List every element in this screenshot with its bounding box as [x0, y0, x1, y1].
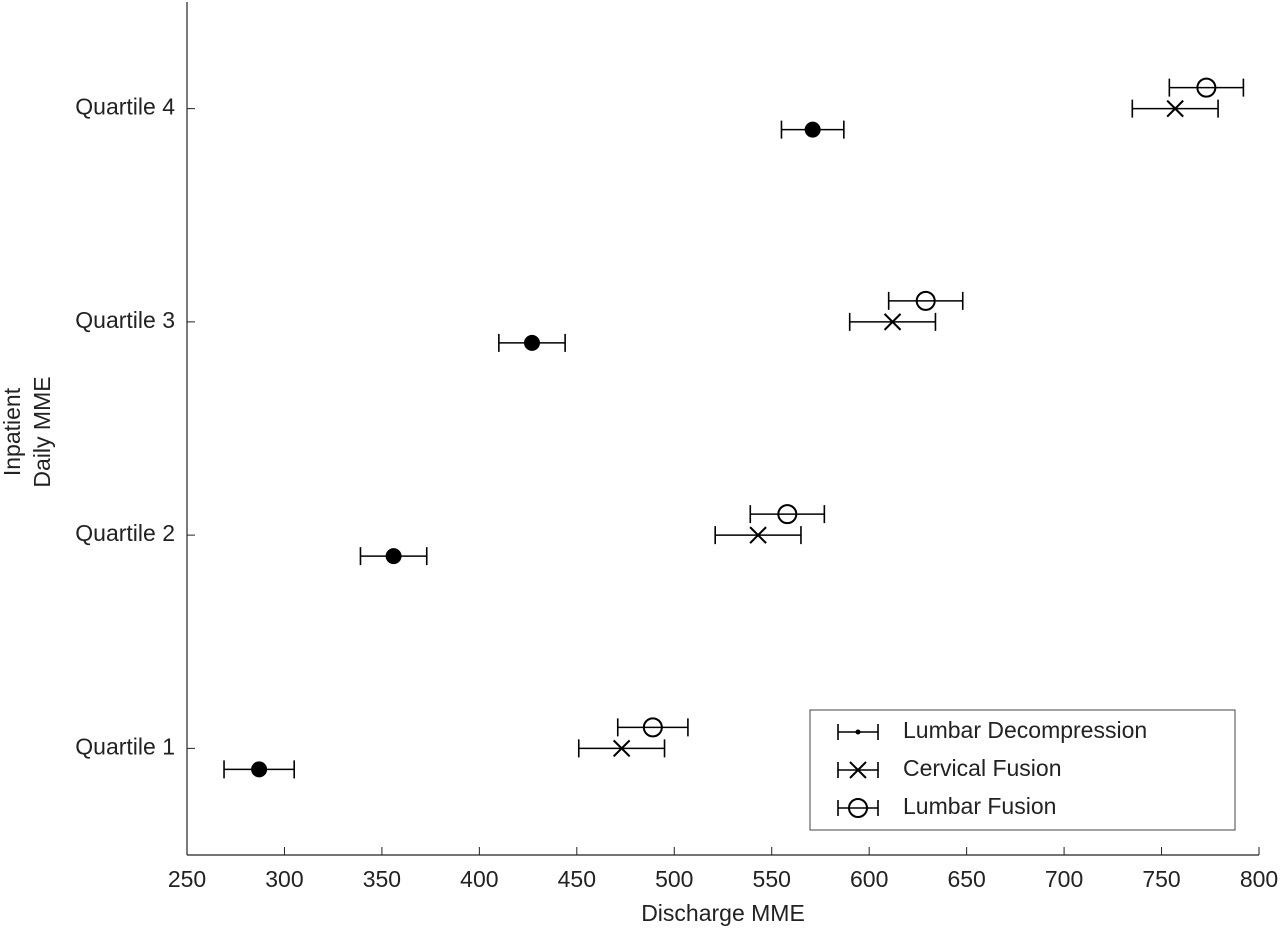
y-tick-label: Quartile 2 [75, 520, 175, 546]
marker [1196, 77, 1217, 98]
legend-symbol [855, 729, 861, 735]
x-tick-label: 700 [1045, 866, 1083, 892]
marker [1166, 99, 1184, 118]
legend-box [809, 709, 1236, 831]
marker [251, 761, 268, 778]
y-tick-label: Quartile 1 [75, 733, 175, 759]
marker [385, 548, 402, 565]
x-tick-label: 250 [168, 866, 206, 892]
legend-symbol [849, 761, 867, 779]
marker [883, 313, 902, 331]
marker [777, 504, 798, 525]
x-tick-label: 750 [1142, 866, 1180, 892]
x-tick-label: 550 [753, 866, 791, 892]
marker [642, 717, 663, 738]
x-tick-label: 500 [655, 866, 693, 892]
legend-label: Lumbar Decompression [903, 717, 1147, 743]
x-tick-label: 600 [850, 866, 888, 892]
legend-label: Lumbar Fusion [903, 793, 1056, 819]
marker [749, 526, 767, 544]
legend-symbol [848, 798, 868, 818]
legend-symbol [837, 800, 879, 816]
error-bar [887, 291, 964, 310]
y-axis-label: Daily MME [29, 376, 55, 487]
marker [915, 290, 936, 311]
x-tick-label: 350 [363, 866, 401, 892]
legend-label: Cervical Fusion [903, 755, 1062, 781]
error-bar [616, 718, 689, 737]
x-axis-label: Discharge MME [641, 900, 805, 926]
marker [523, 334, 540, 351]
error-bar [749, 505, 826, 524]
error-bar [1168, 78, 1245, 97]
marker [612, 739, 631, 758]
y-tick-label: Quartile 3 [75, 307, 175, 333]
marker [804, 121, 821, 138]
y-axis-label: Inpatient [0, 387, 25, 476]
x-tick-label: 650 [947, 866, 985, 892]
x-tick-label: 400 [460, 866, 498, 892]
y-tick-label: Quartile 4 [75, 94, 175, 120]
x-tick-label: 300 [265, 866, 303, 892]
x-tick-label: 450 [558, 866, 596, 892]
x-tick-label: 800 [1240, 866, 1278, 892]
